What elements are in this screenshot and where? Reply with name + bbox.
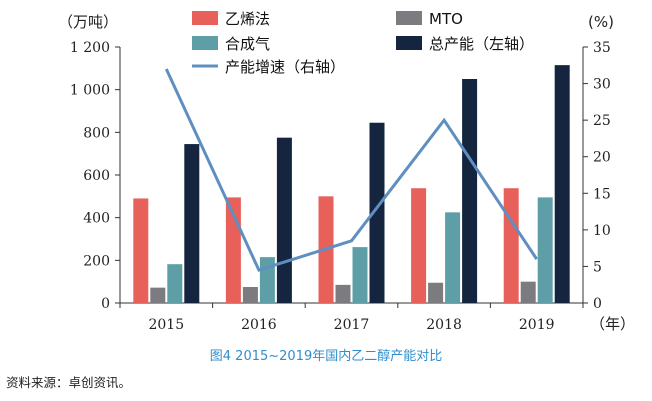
- legend-swatch: [396, 36, 422, 50]
- bar: [503, 188, 519, 303]
- bar: [537, 197, 553, 303]
- source-note: 资料来源：卓创资讯。: [6, 375, 132, 390]
- y2-tick-label: 25: [593, 113, 611, 129]
- y2-tick-label: 5: [593, 259, 602, 275]
- y-tick-label: 1 000: [70, 83, 110, 99]
- y-tick-label: 600: [83, 168, 110, 184]
- legend-swatch: [396, 11, 422, 25]
- legend-label: 总产能（左轴）: [429, 35, 534, 53]
- bar: [335, 284, 351, 303]
- y2-tick-label: 0: [593, 296, 602, 312]
- legend: 乙烯法 MTO 合成气 总产能（左轴） 产能增速（右轴）: [192, 10, 534, 76]
- bar: [352, 247, 368, 303]
- y2-tick-label: 35: [593, 40, 611, 56]
- x-axis-unit: （年）: [590, 315, 635, 333]
- bar: [167, 264, 183, 303]
- y2-axis-title: (%): [588, 13, 614, 31]
- bar: [184, 144, 200, 303]
- bar: [150, 287, 166, 303]
- y-tick-label: 0: [101, 296, 110, 312]
- bar: [428, 282, 444, 303]
- legend-label: 合成气: [225, 35, 270, 53]
- bars: [133, 65, 570, 303]
- y-tick-label: 400: [83, 211, 110, 227]
- y-axis-title: （万吨）: [58, 13, 118, 31]
- bar: [554, 65, 570, 303]
- legend-label: 乙烯法: [225, 10, 270, 28]
- legend-swatch: [192, 36, 218, 50]
- y2-tick-label: 20: [593, 150, 611, 166]
- x-tick-label: 2015: [148, 317, 184, 333]
- x-tick-label: 2019: [519, 317, 555, 333]
- bar: [411, 188, 427, 303]
- bar: [369, 122, 385, 303]
- x-tick-label: 2018: [426, 317, 462, 333]
- figure-caption: 图4 2015~2019年国内乙二醇产能对比: [209, 349, 443, 364]
- growth-line-path: [164, 68, 538, 272]
- x-tick-label: 2017: [334, 317, 370, 333]
- x-tick-label: 2016: [241, 317, 277, 333]
- bar: [133, 198, 149, 303]
- bar: [242, 287, 258, 303]
- bar: [520, 281, 536, 303]
- y2-tick-label: 30: [593, 77, 611, 93]
- y-tick-label: 1 200: [70, 40, 110, 56]
- bar: [259, 257, 275, 303]
- y-tick-label: 200: [83, 253, 110, 269]
- legend-label: 产能增速（右轴）: [225, 58, 345, 76]
- y2-tick-label: 10: [593, 223, 611, 239]
- legend-swatch: [192, 11, 218, 25]
- growth-line: [164, 68, 538, 272]
- tick-labels: 0 200 400 600 800 1 000 1 200 0 5 10 15 20 25 30 35 201…: [70, 40, 611, 333]
- bar: [462, 79, 478, 303]
- bar: [276, 137, 292, 303]
- bar: [445, 212, 461, 303]
- chart: 0 200 400 600 800 1 000 1 200 0 5 10 15 20 25 30 35 201…: [58, 10, 635, 333]
- y-tick-label: 800: [83, 125, 110, 141]
- y2-tick-label: 15: [593, 186, 611, 202]
- legend-label: MTO: [429, 10, 463, 28]
